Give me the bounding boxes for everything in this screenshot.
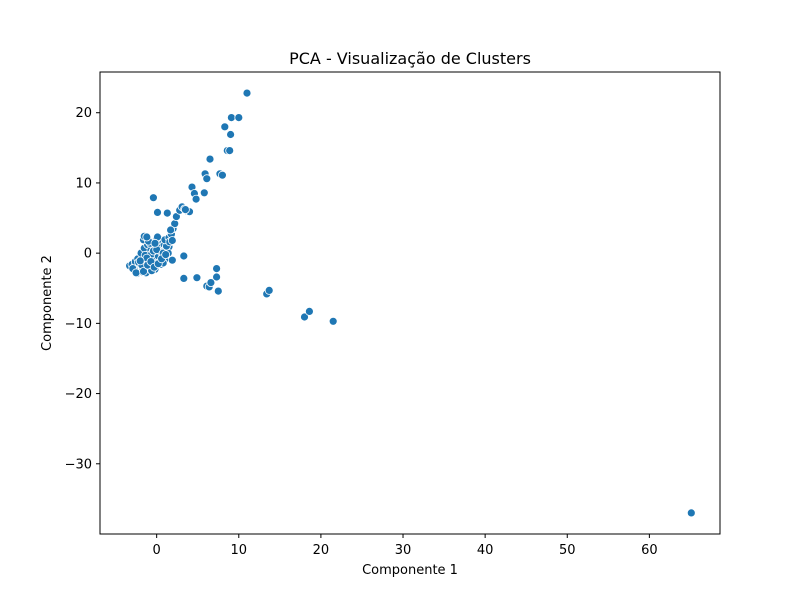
data-point [217, 170, 227, 180]
data-points [125, 88, 696, 518]
data-point [300, 312, 309, 322]
data-point [234, 113, 244, 122]
data-point [142, 232, 152, 242]
data-point [135, 256, 145, 266]
x-axis-label: Componente 1 [362, 563, 458, 578]
data-point [686, 508, 696, 518]
data-point [212, 264, 222, 274]
y-tick-label: 0 [84, 247, 92, 262]
y-tick-label: 20 [75, 106, 92, 121]
data-point [167, 255, 177, 265]
chart-title: PCA - Visualização de Clusters [289, 49, 531, 68]
data-point [131, 268, 141, 278]
data-point [199, 188, 209, 198]
data-point [167, 236, 177, 245]
data-point [242, 88, 252, 98]
plot-area-frame [99, 71, 721, 535]
data-point [139, 266, 148, 276]
y-tick-label: −20 [65, 387, 92, 402]
data-point [148, 193, 158, 203]
x-tick-label: 30 [395, 543, 412, 558]
data-point [179, 273, 189, 283]
data-point [161, 250, 171, 260]
data-point [226, 113, 236, 122]
x-tick-label: 0 [153, 543, 161, 558]
data-point [212, 272, 222, 282]
x-tick-label: 40 [477, 543, 494, 558]
data-point [191, 194, 201, 204]
data-point [213, 286, 223, 296]
data-point [220, 122, 230, 132]
y-axis-label: Componente 2 [40, 255, 55, 351]
data-point [162, 208, 172, 218]
x-tick-label: 20 [313, 543, 330, 558]
data-point [226, 130, 236, 139]
data-point [179, 251, 189, 261]
x-tick-label: 10 [231, 543, 248, 558]
data-point [153, 207, 162, 217]
y-tick-label: −30 [65, 457, 92, 472]
data-point [192, 273, 202, 283]
data-point [180, 205, 190, 215]
data-point [206, 278, 216, 288]
data-point [202, 174, 212, 184]
data-point [150, 238, 160, 248]
data-point [166, 225, 176, 235]
y-axis-ticks: −30 −20 −10 0 10 20 [65, 106, 100, 472]
data-point [304, 306, 314, 316]
data-point [205, 154, 215, 164]
y-tick-label: −10 [65, 317, 92, 332]
data-point [225, 146, 235, 156]
x-tick-label: 60 [641, 543, 658, 558]
y-tick-label: 10 [75, 176, 92, 191]
data-point [264, 285, 274, 295]
x-axis-ticks: 0 10 20 30 40 50 60 [153, 534, 658, 558]
x-tick-label: 50 [559, 543, 576, 558]
data-point [328, 316, 338, 326]
